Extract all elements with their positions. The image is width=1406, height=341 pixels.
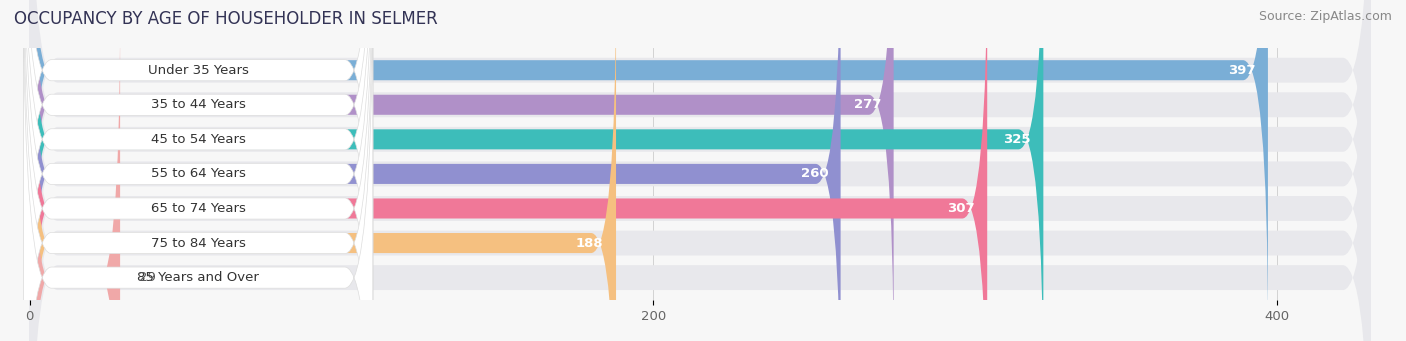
FancyBboxPatch shape [30, 0, 1371, 341]
FancyBboxPatch shape [30, 0, 841, 341]
FancyBboxPatch shape [30, 0, 1371, 341]
Text: 397: 397 [1227, 64, 1256, 77]
FancyBboxPatch shape [30, 0, 1043, 341]
FancyBboxPatch shape [30, 0, 987, 341]
FancyBboxPatch shape [30, 0, 616, 341]
Text: 45 to 54 Years: 45 to 54 Years [150, 133, 246, 146]
Text: 65 to 74 Years: 65 to 74 Years [150, 202, 246, 215]
FancyBboxPatch shape [24, 0, 373, 341]
Text: Source: ZipAtlas.com: Source: ZipAtlas.com [1258, 10, 1392, 23]
Text: 35 to 44 Years: 35 to 44 Years [150, 98, 246, 111]
FancyBboxPatch shape [30, 0, 1371, 341]
Text: 55 to 64 Years: 55 to 64 Years [150, 167, 246, 180]
Text: 29: 29 [139, 271, 156, 284]
Text: 260: 260 [800, 167, 828, 180]
FancyBboxPatch shape [30, 0, 1371, 341]
FancyBboxPatch shape [30, 0, 1268, 337]
FancyBboxPatch shape [24, 0, 373, 341]
FancyBboxPatch shape [30, 0, 1371, 341]
FancyBboxPatch shape [30, 11, 120, 341]
FancyBboxPatch shape [24, 0, 373, 341]
FancyBboxPatch shape [30, 0, 894, 341]
FancyBboxPatch shape [24, 0, 373, 341]
Text: 85 Years and Over: 85 Years and Over [138, 271, 259, 284]
Text: OCCUPANCY BY AGE OF HOUSEHOLDER IN SELMER: OCCUPANCY BY AGE OF HOUSEHOLDER IN SELME… [14, 10, 437, 28]
FancyBboxPatch shape [24, 0, 373, 341]
FancyBboxPatch shape [24, 0, 373, 341]
Text: 307: 307 [948, 202, 974, 215]
Text: 75 to 84 Years: 75 to 84 Years [150, 237, 246, 250]
FancyBboxPatch shape [30, 0, 1371, 341]
FancyBboxPatch shape [30, 0, 1371, 341]
Text: 188: 188 [576, 237, 603, 250]
Text: Under 35 Years: Under 35 Years [148, 64, 249, 77]
Text: 325: 325 [1004, 133, 1031, 146]
Text: 277: 277 [853, 98, 882, 111]
FancyBboxPatch shape [24, 0, 373, 341]
